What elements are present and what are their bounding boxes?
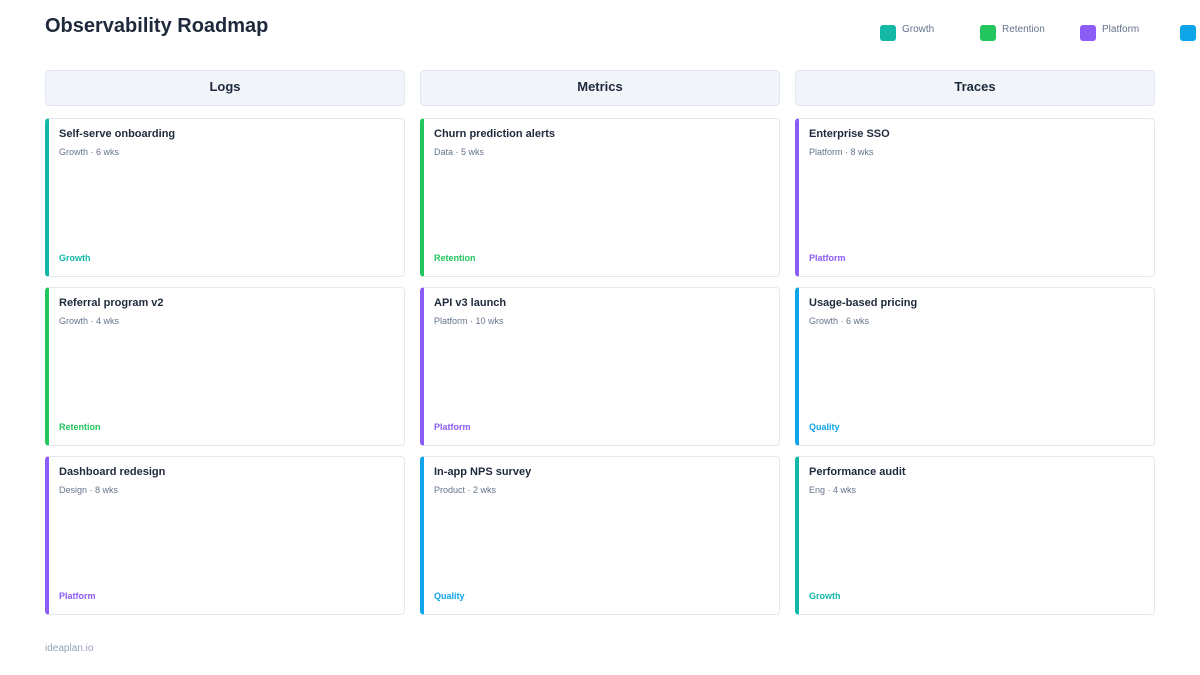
legend-swatch — [1180, 25, 1196, 41]
card-title: Usage-based pricing — [809, 297, 918, 309]
column-header: Metrics — [420, 70, 780, 106]
roadmap-card: In-app NPS survey Product · 2 wks Quality — [420, 456, 780, 615]
card-meta: Growth · 4 wks — [59, 316, 120, 326]
card-tag: Quality — [434, 591, 465, 601]
card-tag: Platform — [809, 253, 846, 263]
legend-label: Platform — [1102, 24, 1140, 35]
card-title: Self-serve onboarding — [59, 128, 176, 140]
footer: ideaplan.io — [45, 643, 94, 654]
column-header: Traces — [795, 70, 1155, 106]
card-meta: Design · 8 wks — [59, 485, 119, 495]
page-title: Observability Roadmap — [45, 15, 269, 37]
roadmap-card: Referral program v2 Growth · 4 wks Retenti… — [45, 287, 405, 446]
card-meta: Product · 2 wks — [434, 485, 497, 495]
card-meta: Growth · 6 wks — [59, 147, 120, 157]
card-title: Enterprise SSO — [809, 128, 890, 140]
card-meta: Growth · 6 wks — [809, 316, 870, 326]
card-tag: Growth — [809, 591, 841, 601]
roadmap-card: Enterprise SSO Platform · 8 wks Platform — [795, 118, 1155, 277]
legend-swatch — [1080, 25, 1096, 41]
roadmap-card: Churn prediction alerts Data · 5 wks Reten… — [420, 118, 780, 277]
card-tag: Platform — [59, 591, 96, 601]
roadmap-card: Usage-based pricing Growth · 6 wks Quality — [795, 287, 1155, 446]
card-meta: Platform · 10 wks — [434, 316, 504, 326]
card-title: Referral program v2 — [59, 297, 164, 309]
card-title: API v3 launch — [434, 297, 507, 309]
card-tag: Retention — [434, 253, 476, 263]
card-meta: Eng · 4 wks — [809, 485, 857, 495]
legend-label: Growth — [902, 24, 935, 35]
legend-swatch — [980, 25, 996, 41]
card-tag: Quality — [809, 422, 840, 432]
card-tag: Retention — [59, 422, 101, 432]
column-header: Logs — [45, 70, 405, 106]
card-title: Performance audit — [809, 466, 906, 478]
card-title: Dashboard redesign — [59, 466, 166, 478]
legend-swatch — [880, 25, 896, 41]
card-meta: Data · 5 wks — [434, 147, 485, 157]
card-tag: Platform — [434, 422, 471, 432]
card-title: In-app NPS survey — [434, 466, 532, 478]
legend-label: Retention — [1002, 24, 1045, 35]
roadmap-card: API v3 launch Platform · 10 wks Platform — [420, 287, 780, 446]
roadmap-card: Dashboard redesign Design · 8 wks Platform — [45, 456, 405, 615]
card-tag: Growth — [59, 253, 91, 263]
card-meta: Platform · 8 wks — [809, 147, 874, 157]
roadmap-card: Performance audit Eng · 4 wks Growth — [795, 456, 1155, 615]
card-title: Churn prediction alerts — [434, 128, 556, 140]
roadmap-card: Self-serve onboarding Growth · 6 wks Growt… — [45, 118, 405, 277]
